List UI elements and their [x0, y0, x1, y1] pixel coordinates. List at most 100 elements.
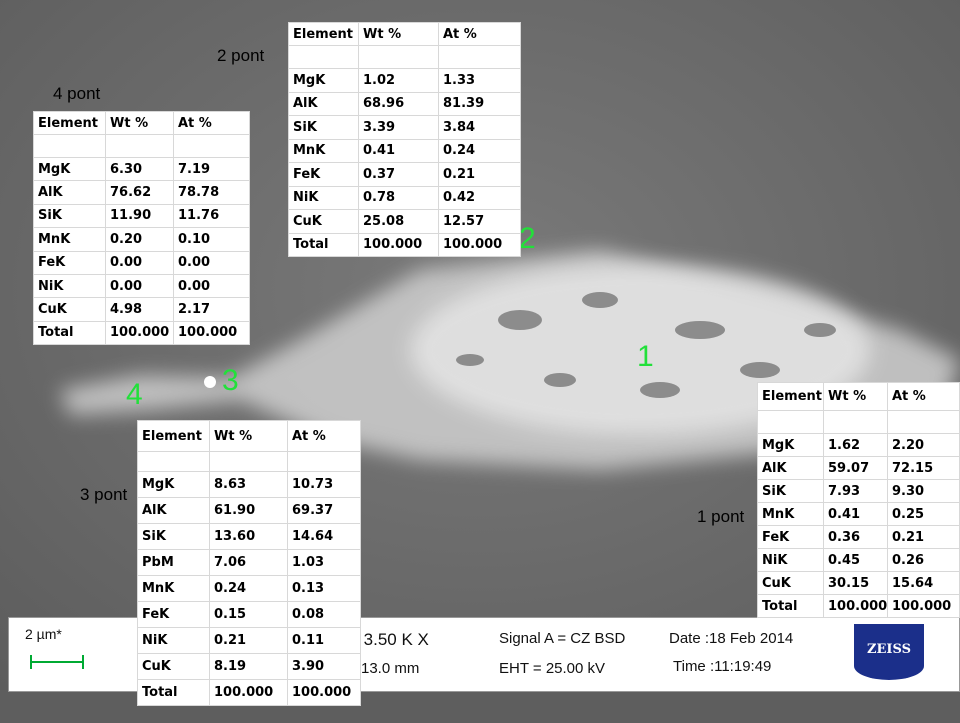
blank-cell — [289, 46, 359, 69]
cell: AlK — [138, 498, 210, 524]
logo-shield: ZEISS — [854, 624, 924, 680]
blank-cell — [824, 411, 888, 434]
blank-cell — [138, 452, 210, 472]
cell: 13.60 — [210, 524, 288, 550]
cell: FeK — [758, 526, 824, 549]
cell: 0.21 — [888, 526, 960, 549]
data-row: MgK1.622.20 — [758, 434, 960, 457]
cell: MnK — [138, 576, 210, 602]
cell: 1.03 — [288, 550, 361, 576]
eds-table: ElementWt %At %MgK6.307.19AlK76.6278.78S… — [33, 111, 250, 345]
cell: MnK — [758, 503, 824, 526]
cell: 3.84 — [439, 116, 521, 140]
blank-cell — [888, 411, 960, 434]
cell: 72.15 — [888, 457, 960, 480]
cell: 0.25 — [888, 503, 960, 526]
cell: 3.90 — [288, 654, 361, 680]
header-cell: Wt % — [359, 23, 439, 46]
cell: 61.90 — [210, 498, 288, 524]
cell: Total — [138, 680, 210, 706]
point-marker: 4 — [126, 378, 143, 412]
cell: 100.000 — [174, 321, 250, 344]
cell: 100.000 — [439, 233, 521, 257]
cell: 59.07 — [824, 457, 888, 480]
cell: Total — [758, 595, 824, 618]
cell: NiK — [34, 274, 106, 297]
cell: 11.90 — [106, 204, 174, 227]
eht: EHT = 25.00 kV — [499, 660, 605, 677]
cell: 0.37 — [359, 163, 439, 187]
date: Date :18 Feb 2014 — [669, 630, 793, 647]
cell: AlK — [289, 92, 359, 116]
data-row: MgK1.021.33 — [289, 69, 521, 93]
point-marker: 3 — [222, 364, 239, 398]
blank-cell — [359, 46, 439, 69]
cell: FeK — [138, 602, 210, 628]
header-cell: At % — [174, 112, 250, 135]
point-label: 3 pont — [80, 485, 127, 505]
cell: 78.78 — [174, 181, 250, 204]
eds-table: ElementWt %At %MgK8.6310.73AlK61.9069.37… — [137, 420, 361, 706]
cell: 0.41 — [359, 139, 439, 163]
cell: MgK — [34, 158, 106, 181]
cell: 12.57 — [439, 210, 521, 234]
cell: 0.10 — [174, 228, 250, 251]
data-row: MgK8.6310.73 — [138, 472, 361, 498]
cell: AlK — [758, 457, 824, 480]
cell: 100.000 — [288, 680, 361, 706]
header-cell: Element — [289, 23, 359, 46]
cell: 0.15 — [210, 602, 288, 628]
cell: CuK — [138, 654, 210, 680]
cell: 100.000 — [210, 680, 288, 706]
header-cell: Element — [758, 383, 824, 411]
cell: 3.39 — [359, 116, 439, 140]
blank-row — [289, 46, 521, 69]
cell: 0.08 — [288, 602, 361, 628]
cell: CuK — [289, 210, 359, 234]
blank-cell — [758, 411, 824, 434]
cell: 100.000 — [106, 321, 174, 344]
cell: 0.78 — [359, 186, 439, 210]
cell: NiK — [138, 628, 210, 654]
cell: 15.64 — [888, 572, 960, 595]
cell: 0.21 — [439, 163, 521, 187]
cell: 10.73 — [288, 472, 361, 498]
cell: 0.24 — [210, 576, 288, 602]
point-label: 2 pont — [217, 46, 264, 66]
cell: SiK — [289, 116, 359, 140]
header-cell: At % — [288, 421, 361, 452]
cell: 7.19 — [174, 158, 250, 181]
cell: 0.26 — [888, 549, 960, 572]
cell: PbM — [138, 550, 210, 576]
cell: 0.11 — [288, 628, 361, 654]
data-row: SiK13.6014.64 — [138, 524, 361, 550]
cell: 2.20 — [888, 434, 960, 457]
cell: SiK — [758, 480, 824, 503]
header-cell: Wt % — [210, 421, 288, 452]
header-cell: Element — [138, 421, 210, 452]
scale-bar — [29, 652, 85, 672]
cell: 100.000 — [888, 595, 960, 618]
data-row: FeK0.370.21 — [289, 163, 521, 187]
cell: 2.17 — [174, 298, 250, 321]
cell: 6.30 — [106, 158, 174, 181]
point-label: 1 pont — [697, 507, 744, 527]
time: Time :11:19:49 — [673, 658, 771, 675]
point-marker: 1 — [637, 340, 654, 374]
